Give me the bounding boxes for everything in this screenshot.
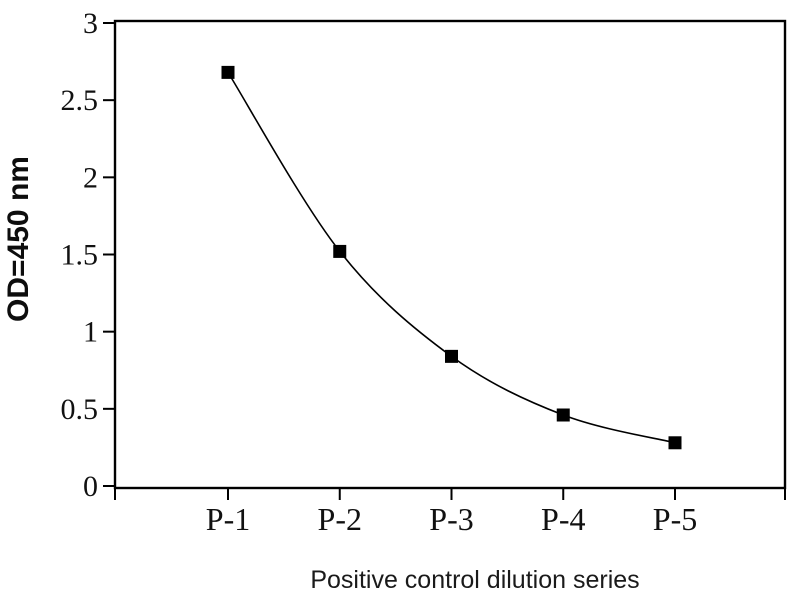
data-point-marker (221, 65, 235, 79)
plot-frame-box (113, 19, 787, 490)
data-point-marker (668, 436, 682, 450)
y-axis-tick-label: 2 (83, 161, 98, 194)
y-axis-tick-label: 2.5 (61, 84, 99, 117)
plot-frame (113, 19, 787, 490)
x-axis-tick-label: P-4 (541, 501, 585, 537)
x-axis-tick-label: P-5 (653, 501, 697, 537)
x-axis-tick-label: P-1 (206, 501, 250, 537)
axis-ticks (103, 22, 786, 500)
y-axis-tick-label: 1 (83, 316, 98, 349)
y-axis-tick-label: 3 (83, 7, 98, 40)
y-axis-title: OD=450 nm (2, 156, 35, 322)
series-line (227, 71, 676, 444)
y-axis-tick-label: 0.5 (61, 393, 99, 426)
data-point-marker (445, 349, 458, 363)
x-axis-title: Positive control dilution series (310, 566, 639, 594)
axis-tick-labels: 0 0.5 1 1.5 2 2.5 3 P-1 P-2 P-3 P-4 P-5 (61, 7, 698, 537)
x-axis-tick-label: P-2 (318, 501, 362, 537)
y-axis-tick-label: 0 (83, 470, 98, 503)
data-series (221, 65, 682, 450)
data-point-marker (333, 244, 347, 258)
x-axis-tick-label: P-3 (429, 501, 473, 537)
y-axis-tick-label: 1.5 (61, 239, 99, 272)
data-point-marker (556, 408, 570, 422)
